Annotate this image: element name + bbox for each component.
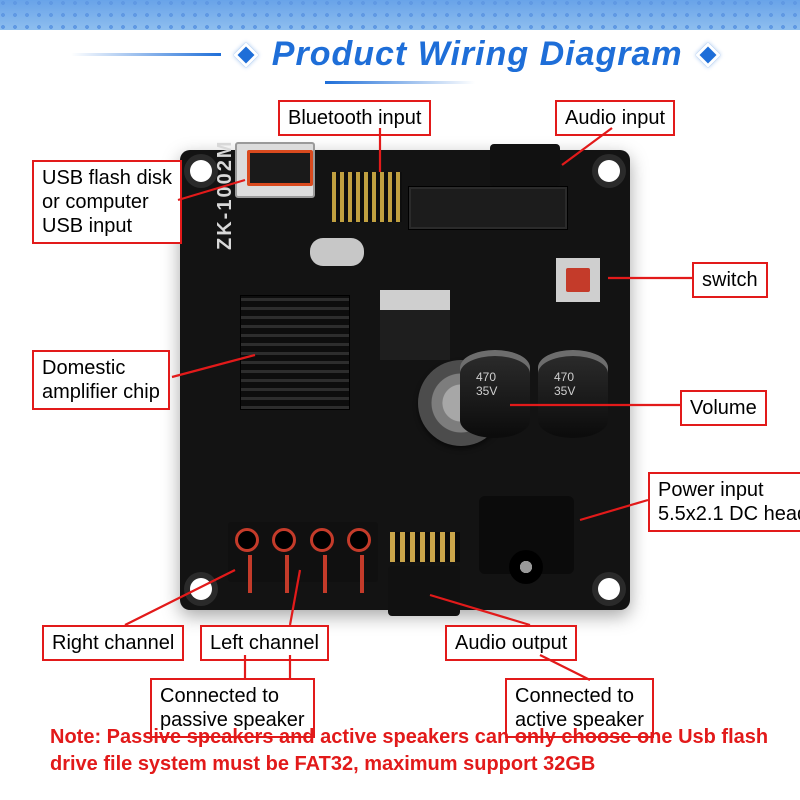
footer-note: Note: Passive speakers and active speake… — [50, 724, 770, 778]
voltage-regulator — [380, 290, 450, 360]
header-decor — [0, 0, 800, 30]
mount-hole — [598, 578, 620, 600]
main-ic — [408, 186, 568, 230]
crystal-osc — [310, 238, 364, 266]
label-audio-out: Audio output — [445, 625, 577, 661]
capacitor — [538, 350, 608, 438]
label-bluetooth: Bluetooth input — [278, 100, 431, 136]
bluetooth-antenna — [332, 172, 402, 222]
title-diamond-left — [234, 42, 259, 67]
label-amp: Domestic amplifier chip — [32, 350, 170, 410]
audio-out-jack — [388, 566, 460, 616]
usb-port — [235, 142, 315, 198]
label-power: Power input 5.5x2.1 DC head — [648, 472, 800, 532]
speaker-terminals — [228, 522, 378, 582]
board-model-text: ZK-1002M — [214, 140, 237, 250]
label-right: Right channel — [42, 625, 184, 661]
power-switch — [556, 258, 600, 302]
dc-power-jack — [479, 496, 574, 574]
label-switch: switch — [692, 262, 768, 298]
mount-hole — [190, 578, 212, 600]
title-line-right — [325, 81, 475, 84]
title-row: Product Wiring Diagram — [0, 35, 800, 92]
pcb-board: ZK-1002M — [180, 150, 630, 610]
title-diamond-right — [695, 42, 720, 67]
smd-pads — [390, 532, 460, 562]
page-title: Product Wiring Diagram — [272, 35, 683, 74]
title-line-left — [71, 53, 221, 56]
label-volume: Volume — [680, 390, 767, 426]
label-usb: USB flash disk or computer USB input — [32, 160, 182, 244]
label-left: Left channel — [200, 625, 329, 661]
audio-in-jack — [490, 144, 560, 186]
label-audio-in: Audio input — [555, 100, 675, 136]
amplifier-chip — [240, 295, 350, 410]
capacitor — [460, 350, 530, 438]
